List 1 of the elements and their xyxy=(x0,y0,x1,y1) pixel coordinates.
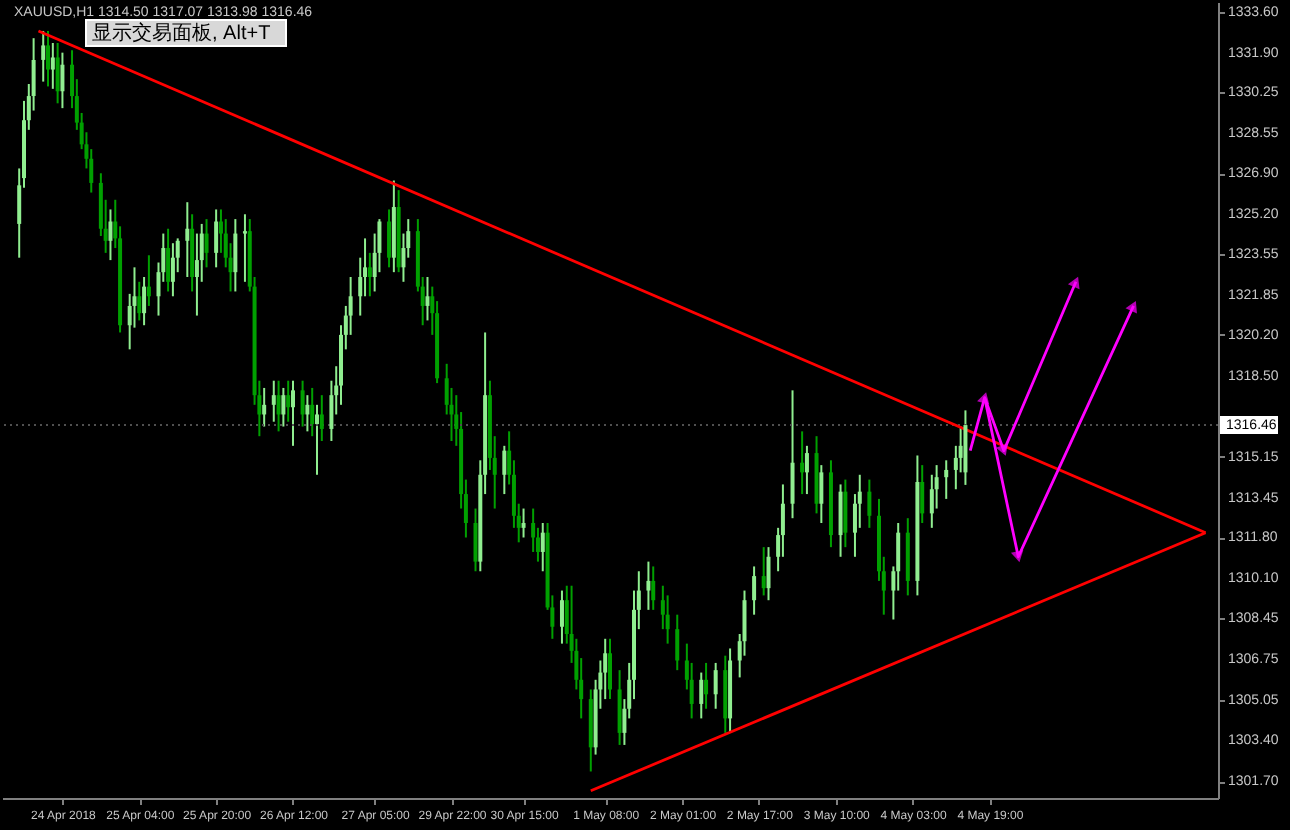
annotation: 显示交易面板, Alt+T xyxy=(92,21,271,45)
